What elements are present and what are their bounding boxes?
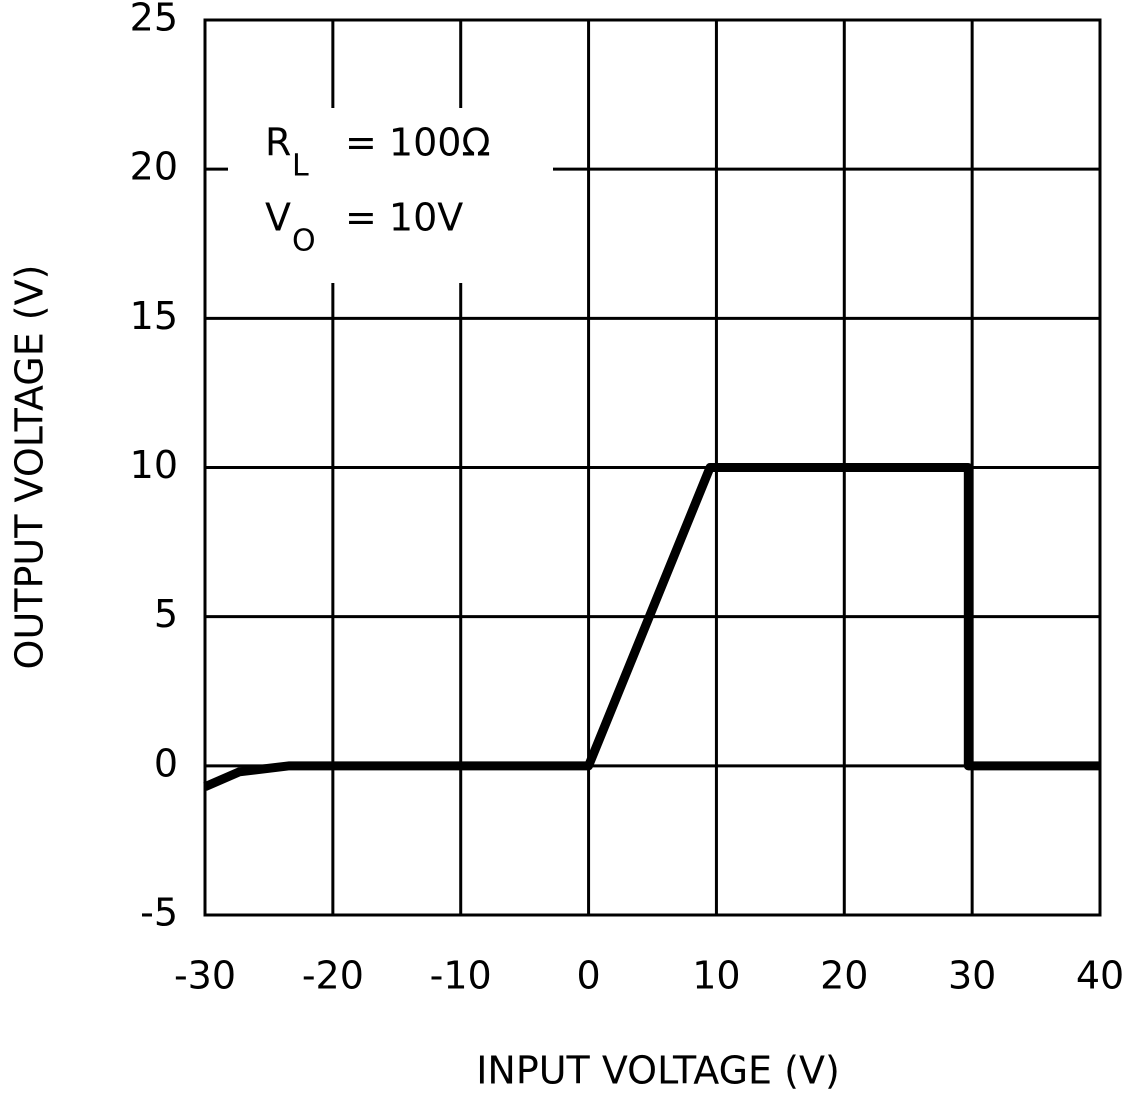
x-tick-label: 0 (576, 954, 600, 998)
annotation-box (228, 108, 553, 283)
x-tick-label: 10 (692, 954, 740, 998)
annotation-subscript: O (292, 224, 316, 259)
y-axis-label: OUTPUT VOLTAGE (V) (8, 265, 52, 670)
x-tick-label: 20 (820, 954, 868, 998)
annotation-symbol: V (265, 196, 291, 240)
y-tick-label: 20 (130, 145, 178, 189)
x-tick-label: 40 (1076, 954, 1124, 998)
x-axis-label: INPUT VOLTAGE (V) (476, 1049, 840, 1093)
y-tick-label: 15 (130, 294, 178, 338)
annotation-text: = 100Ω (345, 121, 491, 165)
x-tick-label: -10 (430, 954, 492, 998)
y-tick-label: 25 (130, 0, 178, 40)
plot-frame (203, 18, 1102, 917)
x-tick-label: -30 (174, 954, 236, 998)
annotation-symbol: R (265, 121, 291, 165)
x-tick-label: -20 (302, 954, 364, 998)
x-tick-label: 30 (948, 954, 996, 998)
y-tick-label: 10 (130, 443, 178, 487)
y-tick-label: 0 (154, 741, 178, 785)
y-tick-label: 5 (154, 592, 178, 636)
y-tick-label: -5 (140, 891, 178, 935)
annotation-subscript: L (292, 149, 309, 184)
annotation-text: = 10V (345, 196, 463, 240)
data-line (203, 463, 1100, 791)
